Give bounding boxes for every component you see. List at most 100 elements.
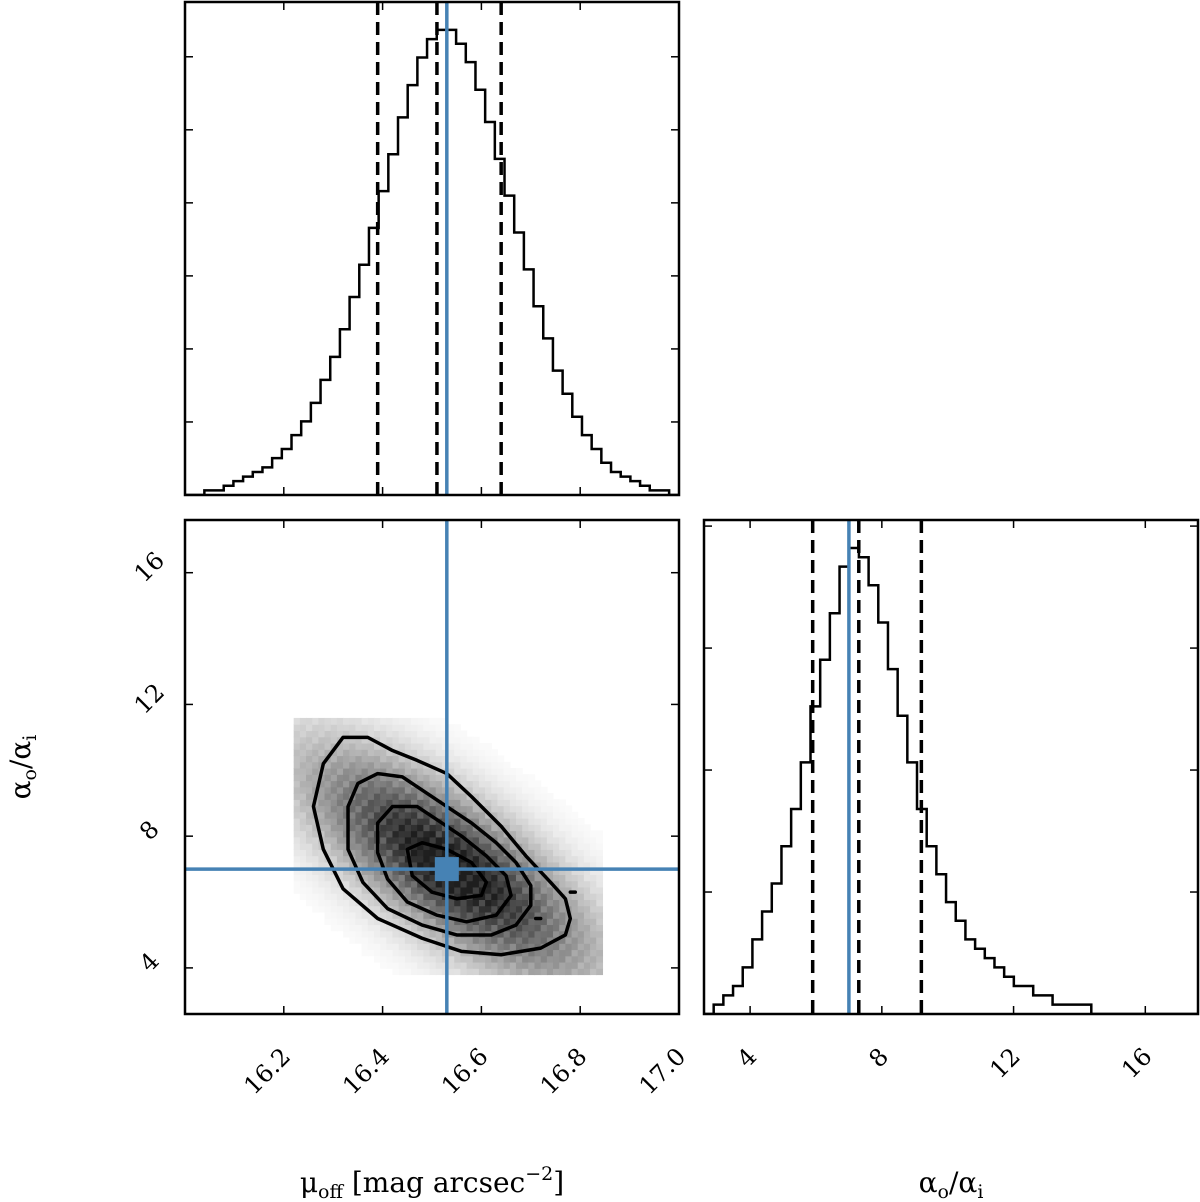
density-cell [318, 742, 326, 750]
density-cell [596, 930, 604, 938]
density-cell [448, 736, 455, 744]
density-cell [411, 936, 418, 944]
density-cell [565, 874, 573, 882]
density-cell [330, 767, 338, 775]
density-cell [312, 749, 319, 757]
density-cell [417, 899, 424, 907]
density-cell [503, 811, 511, 819]
density-cell [411, 893, 418, 900]
density-cell [373, 949, 381, 957]
density-cell [596, 949, 604, 957]
density-cell [367, 805, 375, 813]
density-cell [336, 868, 344, 875]
density-cell [448, 886, 455, 894]
density-cell [571, 968, 579, 976]
density-cell [515, 836, 523, 844]
density-cell [522, 886, 529, 894]
density-cell [423, 824, 431, 832]
density-cell [522, 793, 529, 800]
density-cell [448, 793, 455, 800]
density-cell [491, 924, 499, 932]
density-cell [460, 886, 468, 894]
density-cell [577, 874, 585, 882]
density-cell [515, 930, 523, 938]
density-cell [478, 811, 486, 819]
density-cell [485, 943, 492, 951]
density-cell [299, 767, 307, 775]
density-cell [546, 818, 554, 825]
density-cell [466, 836, 474, 844]
density-cell [306, 830, 313, 838]
density-cell [355, 818, 363, 825]
density-cell [404, 955, 412, 963]
density-cell [429, 899, 437, 907]
density-cell [404, 924, 412, 932]
density-cell [343, 924, 350, 932]
density-cell [429, 855, 437, 863]
density-cell [380, 717, 387, 725]
density-cell [485, 968, 492, 976]
density-cell [460, 843, 468, 850]
density-cell [386, 818, 394, 825]
density-cell [361, 786, 369, 794]
density-cell [553, 905, 560, 913]
density-cell [435, 793, 443, 800]
density-cell [355, 886, 363, 894]
density-cell [534, 949, 542, 957]
density-cell [448, 749, 455, 757]
density-cell [559, 799, 566, 807]
density-cell [349, 761, 357, 769]
density-cell [590, 874, 597, 882]
density-cell [324, 761, 332, 769]
density-cell [534, 968, 542, 976]
density-cell [528, 949, 536, 957]
density-cell [522, 805, 529, 813]
density-cell [404, 943, 412, 951]
density-cell [336, 742, 344, 750]
density-cell [312, 736, 319, 744]
density-cell [336, 749, 344, 757]
density-cell [306, 717, 313, 725]
density-cell [478, 749, 486, 757]
density-cell [590, 968, 597, 976]
density-cell [540, 830, 548, 838]
density-cell [361, 793, 369, 800]
density-cell [299, 717, 307, 725]
density-cell [324, 849, 332, 857]
density-cell [404, 780, 412, 788]
density-cell [411, 811, 418, 819]
density-cell [392, 724, 400, 732]
x-tick-label: 16.6 [436, 1042, 494, 1100]
density-cell [330, 855, 338, 863]
density-cell [583, 955, 591, 963]
density-cell [429, 968, 437, 976]
density-cell [373, 868, 381, 875]
density-cell [472, 855, 480, 863]
density-cell [373, 905, 381, 913]
density-cell [546, 918, 554, 926]
density-cell [380, 780, 387, 788]
density-cell [324, 899, 332, 907]
density-cell [577, 849, 585, 857]
density-cell [497, 849, 505, 857]
density-cell [361, 799, 369, 807]
density-cell [361, 855, 369, 863]
density-cell [466, 924, 474, 932]
density-cell [503, 799, 511, 807]
density-cell [312, 774, 319, 782]
density-cell [361, 849, 369, 857]
density-cell [454, 886, 462, 894]
density-cell [435, 736, 443, 744]
density-cell [392, 799, 400, 807]
density-cell [324, 730, 332, 738]
density-cell [380, 724, 387, 732]
density-cell [583, 968, 591, 976]
density-cell [534, 849, 542, 857]
density-cell [497, 949, 505, 957]
density-cell [386, 918, 394, 926]
density-cell [460, 955, 468, 963]
density-cell [349, 724, 357, 732]
density-cell [306, 886, 313, 894]
density-cell [460, 730, 468, 738]
density-cell [478, 905, 486, 913]
